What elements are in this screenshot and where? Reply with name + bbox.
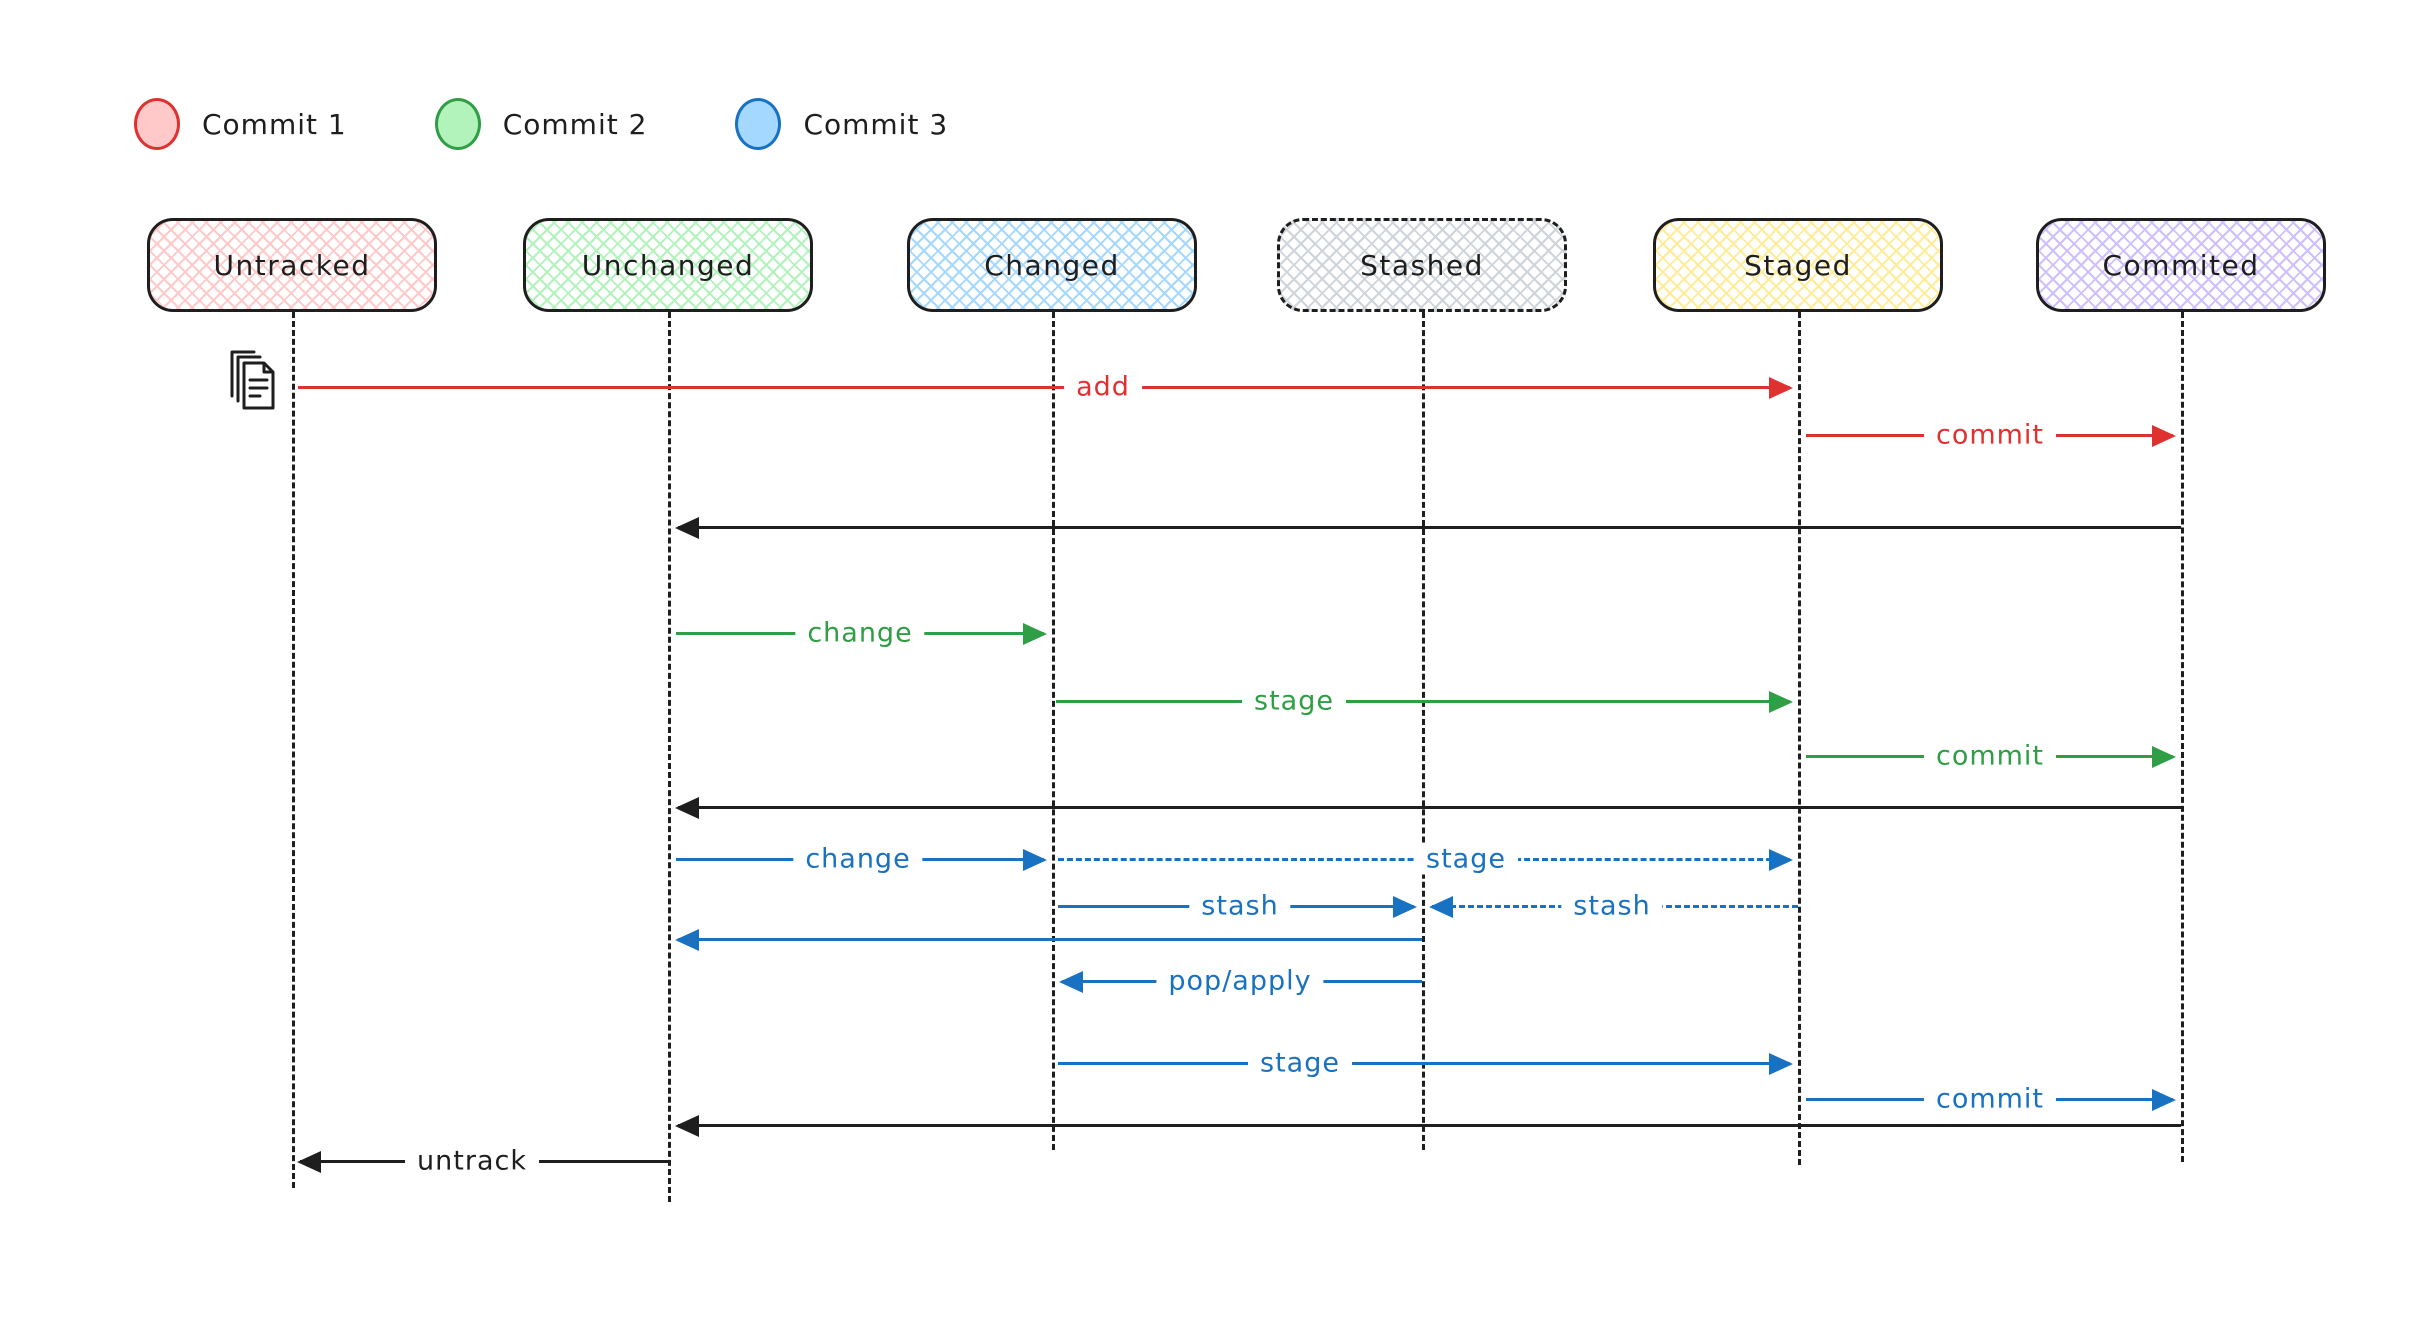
arrow-stash-label: stash	[1189, 890, 1291, 922]
state-box-stashed: Stashed	[1277, 218, 1567, 312]
arrow-stage-2-line	[1058, 1062, 1790, 1065]
arrowhead-right-icon	[2152, 745, 2176, 768]
state-box-unchanged: Unchanged	[523, 218, 813, 312]
arrow-return-stash-line	[678, 938, 1422, 941]
legend-item-1: Commit 1	[134, 98, 347, 150]
legend-item-3: Commit 3	[735, 98, 948, 150]
legend-label: Commit 3	[803, 107, 949, 141]
lifeline-unchanged	[668, 312, 671, 1202]
arrowhead-left-icon	[675, 1114, 699, 1137]
state-box-untracked: Untracked	[147, 218, 437, 312]
arrow-commit-1-label: commit	[1923, 419, 2057, 451]
arrowhead-right-icon	[1023, 622, 1047, 645]
arrow-stash-dashed-label: stash	[1561, 890, 1663, 922]
state-box-commited: Commited	[2036, 218, 2326, 312]
arrow-stage-1-line	[1056, 700, 1790, 703]
state-label-unchanged: Unchanged	[581, 248, 755, 282]
arrow-untrack-label: untrack	[405, 1145, 539, 1177]
arrowhead-right-icon	[1769, 848, 1793, 871]
lifeline-staged	[1798, 312, 1801, 1165]
lifeline-stashed	[1422, 312, 1425, 1150]
arrowhead-right-icon	[1769, 690, 1793, 713]
arrowhead-right-icon	[1769, 1052, 1793, 1075]
arrow-return-3-line	[678, 1124, 2181, 1127]
files-icon	[230, 350, 275, 410]
arrow-return-1-line	[678, 526, 2181, 529]
lifeline-changed	[1052, 312, 1055, 1150]
lifeline-untracked	[292, 312, 295, 1188]
arrowhead-right-icon	[2152, 424, 2176, 447]
legend: Commit 1 Commit 2 Commit 3	[134, 98, 1036, 150]
arrow-pop-apply-label: pop/apply	[1156, 965, 1324, 997]
arrow-change-2-label: change	[793, 843, 923, 875]
arrow-stage-dashed-label: stage	[1414, 843, 1518, 875]
state-box-staged: Staged	[1653, 218, 1943, 312]
state-label-untracked: Untracked	[213, 248, 371, 282]
commit-2-dot-icon	[434, 98, 481, 150]
arrow-return-2-line	[678, 806, 2181, 809]
arrowhead-left-icon	[297, 1150, 321, 1173]
commit-1-dot-icon	[134, 98, 180, 150]
arrow-add-label: add	[1064, 371, 1142, 403]
state-label-stashed: Stashed	[1360, 248, 1484, 282]
state-label-staged: Staged	[1744, 248, 1852, 282]
commit-3-dot-icon	[735, 98, 782, 150]
arrowhead-right-icon	[1393, 895, 1417, 918]
arrowhead-right-icon	[1023, 848, 1047, 871]
legend-label: Commit 1	[202, 107, 347, 141]
arrowhead-left-icon	[1429, 895, 1453, 918]
lifeline-commited	[2181, 312, 2184, 1162]
state-label-commited: Commited	[2102, 248, 2260, 282]
state-label-changed: Changed	[984, 248, 1120, 282]
legend-item-2: Commit 2	[434, 98, 648, 150]
arrowhead-right-icon	[2152, 1088, 2176, 1111]
arrowhead-left-icon	[675, 516, 699, 539]
legend-label: Commit 2	[502, 107, 648, 141]
arrow-stage-2-label: stage	[1248, 1047, 1352, 1079]
arrow-commit-3-label: commit	[1923, 1083, 2057, 1115]
arrowhead-left-icon	[675, 928, 699, 951]
arrowhead-left-icon	[1059, 970, 1083, 993]
state-box-changed: Changed	[907, 218, 1197, 312]
arrow-commit-2-label: commit	[1923, 740, 2057, 772]
arrowhead-right-icon	[1769, 376, 1793, 399]
arrowhead-left-icon	[675, 796, 699, 819]
arrow-add-line	[298, 386, 1790, 389]
arrow-change-1-label: change	[795, 617, 925, 649]
arrow-stage-1-label: stage	[1242, 685, 1346, 717]
